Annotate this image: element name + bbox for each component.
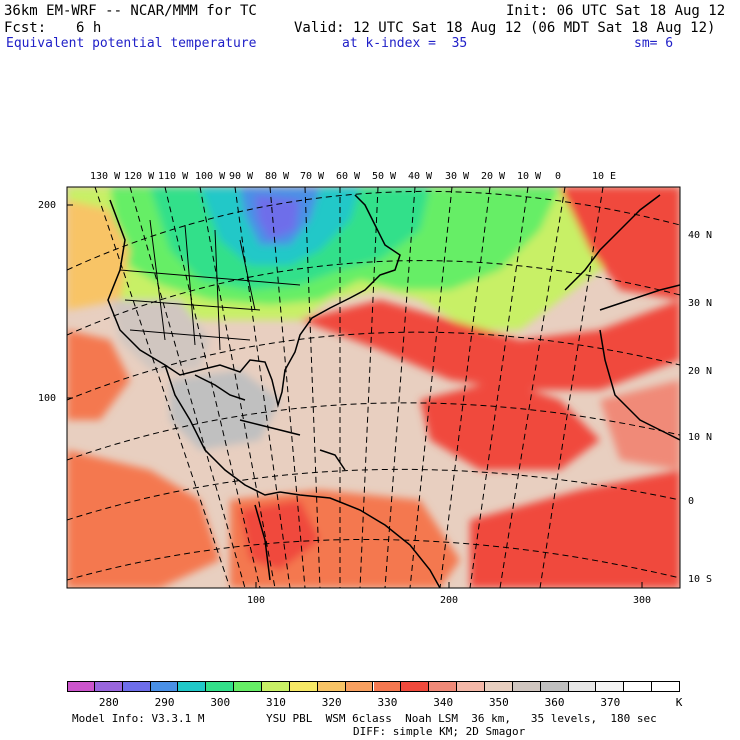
latitude-label: 30 N <box>688 298 713 309</box>
colorbar-swatch <box>512 681 541 692</box>
colorbar-swatch <box>596 681 625 692</box>
diffusion-info: DIFF: simple KM; 2D Smagor <box>353 725 526 738</box>
colorbar-swatch <box>317 681 346 692</box>
bottom-tick-100: 100 <box>247 595 266 606</box>
forecast-hour: 6 h <box>76 20 102 36</box>
longitude-label: 30 W <box>445 171 470 182</box>
colorbar-swatch <box>178 681 207 692</box>
colorbar-swatch <box>624 681 653 692</box>
latitude-label: 40 N <box>688 230 713 241</box>
colorbar-swatch <box>122 681 151 692</box>
colorbar-label: 290 <box>154 696 175 709</box>
colorbar-swatch <box>457 681 485 692</box>
colorbar-label: 340 <box>433 696 454 709</box>
model-info: Model Info: V3.3.1 M <box>72 712 205 725</box>
colorbar-label: 310 <box>266 696 286 709</box>
colorbar-label: 370 <box>600 696 621 709</box>
graticule <box>67 187 680 588</box>
physics-info: YSU PBL WSM 6class Noah LSM 36 km, 35 le… <box>266 712 657 725</box>
forecast-label: Fcst: <box>4 20 47 36</box>
longitude-label: 20 W <box>481 171 506 182</box>
colorbar-label: 330 <box>377 696 398 709</box>
colorbar-swatch <box>373 681 402 692</box>
left-tick-200: 200 <box>38 200 57 211</box>
longitude-label: 100 W <box>195 171 226 182</box>
colorbar-unit: K <box>675 696 683 709</box>
smoothing-label: sm= 6 <box>634 36 674 51</box>
colorbar-swatch <box>67 681 95 692</box>
colorbar-swatch <box>150 681 179 692</box>
longitude-label: 130 W <box>90 171 121 182</box>
valid-time: Valid: 12 UTC Sat 18 Aug 12 (06 MDT Sat … <box>294 20 716 36</box>
init-time: Init: 06 UTC Sat 18 Aug 12 <box>506 3 726 19</box>
longitude-label: 40 W <box>408 171 433 182</box>
colorbar-label: 300 <box>210 696 231 709</box>
latitude-label: 10 S <box>688 574 713 585</box>
colorbar-swatch <box>540 681 569 692</box>
longitude-label: 50 W <box>372 171 397 182</box>
colorbar-label: 280 <box>98 696 119 709</box>
longitude-label: 0 <box>555 171 562 182</box>
bottom-tick-200: 200 <box>440 595 459 606</box>
model-title: 36km EM-WRF -- NCAR/MMM for TC <box>4 3 257 19</box>
colorbar-swatch <box>262 681 290 692</box>
latitude-label: 10 N <box>688 432 713 443</box>
colorbar-label: 350 <box>488 696 509 709</box>
colorbar-swatch <box>429 681 458 692</box>
longitude-label: 110 W <box>158 171 189 182</box>
longitude-label: 10 W <box>517 171 542 182</box>
longitude-label: 10 E <box>592 171 617 182</box>
longitude-label: 80 W <box>265 171 290 182</box>
coastlines <box>107 194 680 588</box>
colorbar-frame <box>67 681 680 692</box>
political-borders <box>119 219 301 351</box>
colorbar-swatch <box>94 681 123 692</box>
latitude-label: 20 N <box>688 366 713 377</box>
map-frame <box>66 186 681 589</box>
field-shading <box>67 187 680 588</box>
colorbar-swatch <box>484 681 513 692</box>
colorbar-swatch <box>568 681 597 692</box>
longitude-label: 70 W <box>300 171 325 182</box>
bottom-tick-300: 300 <box>633 595 652 606</box>
colorbar-swatch <box>289 681 318 692</box>
colorbar-swatch <box>345 681 374 692</box>
left-tick-100: 100 <box>38 393 57 404</box>
frame-ticks <box>67 204 643 588</box>
colorbar-label: 320 <box>321 696 342 709</box>
level-label: at k-index = 35 <box>342 36 468 51</box>
colorbar-swatch <box>401 681 430 692</box>
colorbar-swatch <box>206 681 235 692</box>
longitude-label: 120 W <box>124 171 155 182</box>
longitude-label: 60 W <box>336 171 361 182</box>
colorbar-label: 360 <box>544 696 565 709</box>
longitude-label: 90 W <box>229 171 254 182</box>
colorbar-swatch <box>234 681 263 692</box>
latitude-label: 0 <box>688 496 695 507</box>
field-name: Equivalent potential temperature <box>6 36 257 51</box>
